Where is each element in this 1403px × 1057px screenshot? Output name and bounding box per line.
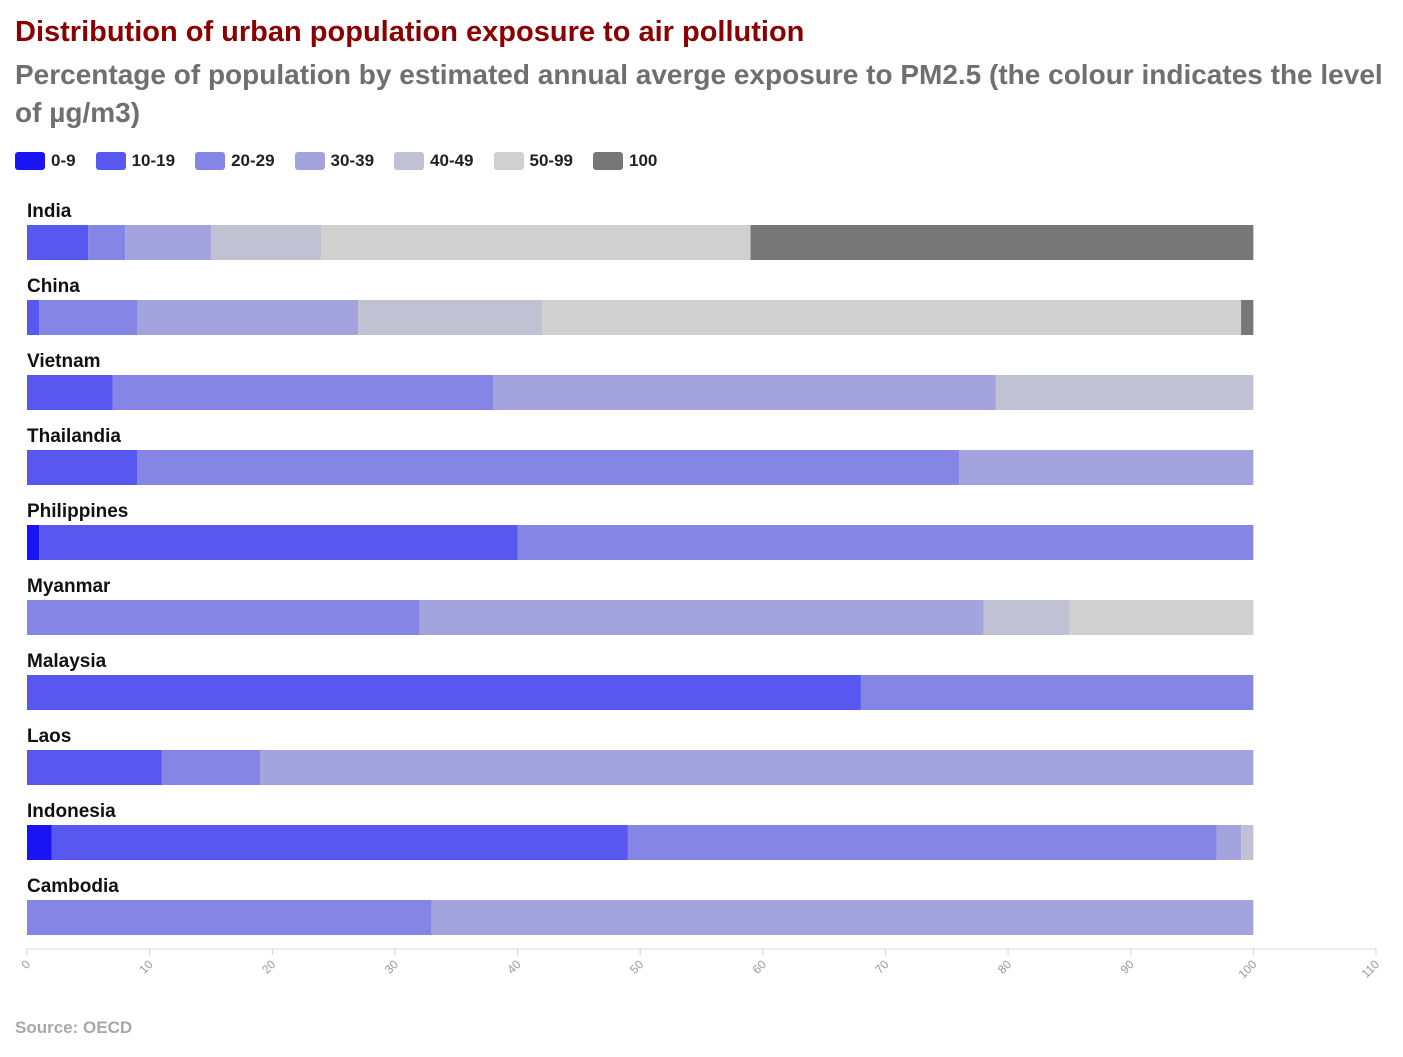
- legend-item: 50-99: [493, 151, 573, 171]
- chart-legend: 0-9 10-19 20-29 30-39 40-49 50-99 100: [15, 150, 677, 172]
- bar-segment: [983, 600, 1070, 635]
- bar-segment: [27, 450, 138, 485]
- category-label: China: [27, 276, 80, 297]
- legend-swatch: [15, 152, 45, 170]
- legend-item: 40-49: [394, 151, 474, 171]
- bar-segment: [431, 900, 1254, 935]
- bar-segment: [542, 300, 1242, 335]
- legend-swatch: [593, 152, 623, 170]
- legend-label: 30-39: [330, 151, 375, 170]
- chart-title: Distribution of urban population exposur…: [15, 16, 805, 48]
- bar-segment: [210, 225, 322, 260]
- category-label: Cambodia: [27, 876, 119, 897]
- bar-segment: [358, 300, 543, 335]
- category-label: Philippines: [27, 501, 128, 522]
- bar-segment: [27, 600, 420, 635]
- bar-segment: [1216, 825, 1242, 860]
- bar-segment: [125, 225, 211, 260]
- legend-swatch: [394, 152, 425, 170]
- bar-segment: [39, 525, 518, 560]
- bar-segment: [1241, 300, 1254, 335]
- bar-segment: [419, 600, 984, 635]
- bar-segment: [627, 825, 1217, 860]
- x-tick-label: 50: [627, 957, 647, 977]
- stacked-bar-chart: India China Vietnam Thailandia Philippines My…: [18, 201, 1383, 981]
- category-label: India: [27, 201, 72, 222]
- legend-label: 0-9: [51, 151, 76, 170]
- legend-swatch: [195, 152, 226, 170]
- x-tick-label: 0: [18, 957, 33, 972]
- category-label: Thailandia: [27, 426, 121, 447]
- legend-label: 20-29: [231, 151, 275, 170]
- legend-swatch: [95, 152, 126, 170]
- bar-segment: [1241, 825, 1254, 860]
- bar-segment: [493, 375, 996, 410]
- legend-item: 100: [593, 151, 657, 171]
- chart-subtitle: Percentage of population by estimated an…: [15, 59, 1383, 128]
- bar-segment: [959, 450, 1254, 485]
- legend-item: 20-29: [195, 151, 275, 171]
- legend-swatch: [294, 152, 325, 170]
- bar-segment: [750, 225, 1254, 260]
- bar-segment: [27, 225, 89, 260]
- legend-label: 10-19: [131, 151, 176, 170]
- bar-segment: [27, 300, 40, 335]
- legend-item: 10-19: [95, 151, 176, 171]
- bar-segment: [27, 750, 162, 785]
- x-tick-label: 60: [750, 957, 770, 977]
- bar-segment: [27, 900, 432, 935]
- legend-label: 100: [629, 151, 658, 170]
- bar-segment: [161, 750, 261, 785]
- bar-segment: [39, 300, 138, 335]
- bar-segment: [321, 225, 751, 260]
- bar-segment: [51, 825, 628, 860]
- category-label: Indonesia: [27, 801, 116, 822]
- x-tick-label: 20: [259, 957, 279, 977]
- bar-segment: [995, 375, 1254, 410]
- bar-segment: [112, 375, 494, 410]
- category-label: Laos: [27, 726, 71, 747]
- bar-segment: [88, 225, 126, 260]
- bar-segment: [517, 525, 1254, 560]
- bar-segment: [137, 300, 359, 335]
- legend-label: 50-99: [529, 151, 573, 170]
- category-label: Malaysia: [27, 651, 107, 672]
- bar-segment: [137, 450, 960, 485]
- source-note: Source: OECD: [15, 1018, 133, 1037]
- bar-segment: [27, 675, 861, 710]
- legend-item: 0-9: [15, 151, 76, 171]
- category-label: Myanmar: [27, 576, 111, 597]
- x-tick-label: 100: [1235, 957, 1259, 981]
- legend-label: 40-49: [430, 151, 474, 170]
- x-tick-label: 40: [504, 957, 524, 977]
- x-tick-label: 90: [1118, 957, 1138, 977]
- bar-segment: [27, 375, 113, 410]
- category-label: Vietnam: [27, 351, 101, 372]
- x-tick-label: 70: [872, 957, 892, 977]
- bar-segment: [260, 750, 1254, 785]
- bar-segment: [860, 675, 1254, 710]
- legend-item: 30-39: [294, 151, 375, 171]
- x-tick-label: 80: [995, 957, 1015, 977]
- bar-segment: [27, 825, 52, 860]
- x-tick-label: 110: [1359, 957, 1383, 981]
- legend-swatch: [493, 152, 524, 170]
- x-tick-label: 30: [382, 957, 402, 977]
- x-tick-label: 10: [136, 957, 156, 977]
- bar-segment: [27, 525, 40, 560]
- bar-segment: [1069, 600, 1254, 635]
